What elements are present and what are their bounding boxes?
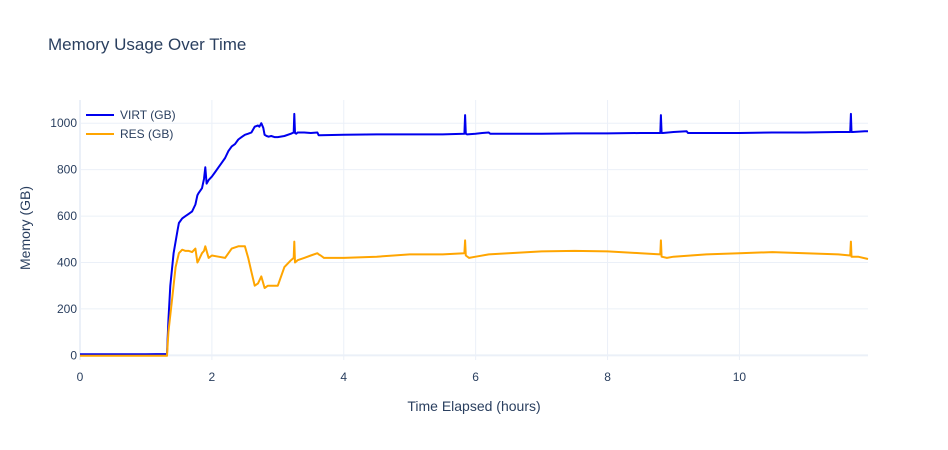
chart-title: Memory Usage Over Time (48, 35, 246, 54)
x-tick-label: 8 (604, 370, 611, 384)
y-tick-label: 1000 (50, 116, 77, 130)
x-tick-label: 4 (340, 370, 347, 384)
x-axis-title: Time Elapsed (hours) (407, 398, 540, 414)
series-layer (80, 112, 869, 357)
y-tick-label: 200 (57, 302, 77, 316)
grid-layer (79, 100, 868, 360)
x-tick-label: 0 (77, 370, 84, 384)
tick-layer: 0 2 4 6 8 10 0 200 400 600 800 1000 (50, 116, 746, 384)
y-tick-label: 400 (57, 256, 77, 270)
y-axis-title: Memory (GB) (17, 186, 33, 270)
x-tick-label: 10 (733, 370, 747, 384)
legend: VIRT (GB) RES (GB) (86, 108, 176, 141)
y-tick-label: 600 (57, 209, 77, 223)
y-tick-label: 800 (57, 163, 77, 177)
y-tick-label: 0 (70, 348, 77, 362)
legend-label-virt: VIRT (GB) (120, 108, 176, 122)
x-tick-label: 2 (209, 370, 216, 384)
series-line-virt (80, 112, 868, 356)
legend-label-res: RES (GB) (120, 127, 173, 141)
x-tick-label: 6 (472, 370, 479, 384)
series-line-res (80, 239, 869, 357)
